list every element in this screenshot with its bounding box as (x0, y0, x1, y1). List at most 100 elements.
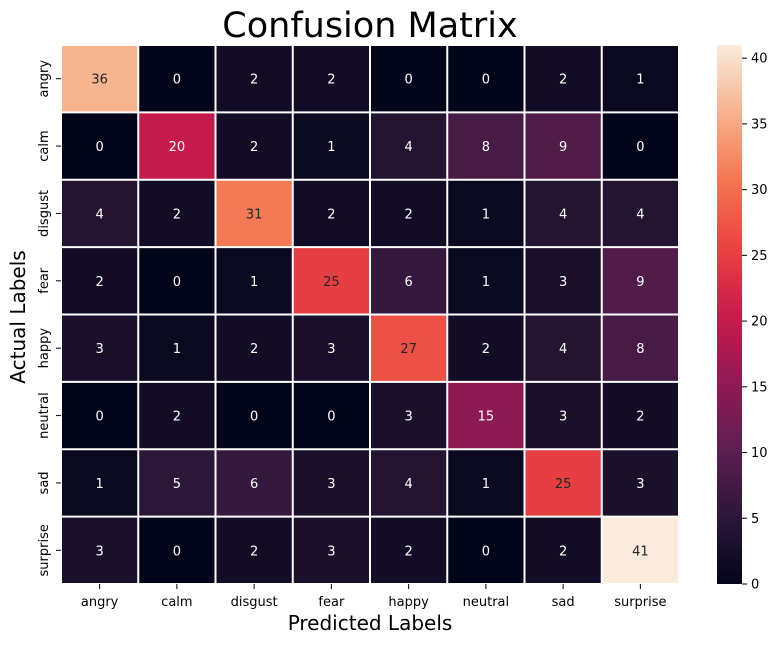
heatmap-cell (371, 46, 447, 112)
y-tick-label: fear (37, 267, 52, 294)
cell-value-label: 3 (559, 410, 567, 425)
heatmap-cell (293, 248, 369, 314)
cell-value-label: 1 (250, 275, 258, 290)
heatmap-cell (62, 450, 138, 516)
colorbar-tick-label: 30 (751, 183, 768, 198)
cell-value-label: 3 (95, 544, 103, 559)
cell-value-label: 36 (91, 73, 108, 88)
x-tick-label: neutral (463, 595, 510, 610)
heatmap-cell (216, 450, 292, 516)
heatmap-cell (139, 180, 215, 247)
cell-value-label: 8 (482, 140, 490, 155)
heatmap-cell (448, 315, 524, 381)
cell-value-label: 2 (482, 342, 490, 357)
x-tick-label: disgust (231, 595, 278, 610)
heatmap-cell (62, 46, 138, 112)
cell-value-label: 4 (95, 207, 103, 222)
heatmap-cell (525, 248, 601, 314)
x-tick-label: calm (161, 595, 192, 610)
cell-value-label: 3 (559, 275, 567, 290)
heatmap-cell (448, 517, 524, 583)
cell-value-label: 1 (482, 207, 490, 222)
heatmap-cell (216, 248, 292, 314)
heatmap-cell (602, 382, 678, 449)
heatmap-cell (62, 315, 138, 381)
cell-value-label: 0 (95, 410, 103, 425)
cell-value-label: 15 (478, 410, 495, 425)
heatmap-cell (139, 382, 215, 449)
heatmap-cell (139, 248, 215, 314)
heatmap-cells (62, 46, 678, 583)
cell-value-label: 25 (555, 477, 572, 492)
heatmap-cell (62, 382, 138, 449)
colorbar (717, 45, 742, 584)
cell-value-label: 27 (400, 342, 417, 357)
cell-value-label: 1 (95, 477, 103, 492)
colorbar-tick-label: 35 (751, 117, 768, 132)
heatmap-cell (371, 113, 447, 179)
heatmap-cell (293, 46, 369, 112)
heatmap-cell (293, 450, 369, 516)
cell-value-label: 0 (250, 410, 258, 425)
cell-value-label: 2 (327, 73, 335, 88)
cell-value-label: 2 (250, 544, 258, 559)
heatmap-cell (525, 450, 601, 516)
heatmap-cell (602, 113, 678, 179)
heatmap-cell (602, 46, 678, 112)
colorbar-tick-label: 40 (751, 52, 768, 67)
cell-value-label: 41 (632, 544, 649, 559)
heatmap-cell (216, 315, 292, 381)
heatmap-cell (216, 46, 292, 112)
x-tick-label: surprise (614, 595, 666, 610)
heatmap-cell (448, 180, 524, 247)
cell-value-label: 1 (482, 275, 490, 290)
cell-value-label: 3 (636, 477, 644, 492)
heatmap-cell (216, 180, 292, 247)
colorbar-tick-label: 20 (751, 315, 768, 330)
heatmap-cell (62, 180, 138, 247)
colorbar-tick-label: 25 (751, 249, 768, 264)
heatmap-cell (525, 517, 601, 583)
cell-value-label: 0 (173, 544, 181, 559)
heatmap-cell (293, 382, 369, 449)
heatmap-cell (139, 113, 215, 179)
y-tick-label: sad (37, 471, 52, 494)
cell-value-label: 3 (404, 410, 412, 425)
heatmap-cell (139, 517, 215, 583)
heatmap-cell (371, 450, 447, 516)
y-tick-label: calm (37, 130, 52, 161)
chart-title: Confusion Matrix (222, 6, 517, 46)
cell-value-label: 2 (250, 140, 258, 155)
cell-value-label: 0 (95, 140, 103, 155)
heatmap-cell (602, 315, 678, 381)
heatmap-cell (371, 517, 447, 583)
heatmap-cell (216, 113, 292, 179)
cell-annotations: 36 0 2 2 0 0 2 10 20 2 1 4 8 9 04 2 31 2 2 1 4 42 0 1 25 6 1 3 93 1 2 3… (91, 73, 648, 560)
colorbar-ticks: 0 5 10 15 20 25 30 35 40 (742, 52, 768, 593)
colorbar-tick-label: 15 (751, 380, 768, 395)
cell-value-label: 20 (169, 140, 186, 155)
cell-value-label: 2 (404, 207, 412, 222)
x-tick-label: fear (318, 595, 345, 610)
cell-value-label: 8 (636, 342, 644, 357)
heatmap-cell (525, 113, 601, 179)
cell-value-label: 2 (327, 207, 335, 222)
cell-value-label: 0 (404, 73, 412, 88)
heatmap-cell (448, 382, 524, 449)
heatmap-cell (448, 450, 524, 516)
heatmap-cell (371, 180, 447, 247)
y-tick-label: neutral (37, 392, 52, 439)
x-tick-labels: angry calm disgust fear happy neutral sad surpr… (81, 584, 667, 610)
cell-value-label: 0 (636, 140, 644, 155)
y-axis-label: Actual Labels (6, 250, 30, 383)
cell-value-label: 3 (327, 544, 335, 559)
heatmap-cell (371, 248, 447, 314)
cell-value-label: 25 (323, 275, 340, 290)
heatmap-cell (216, 517, 292, 583)
x-tick-label: sad (552, 595, 575, 610)
cell-value-label: 3 (327, 477, 335, 492)
cell-value-label: 0 (327, 410, 335, 425)
heatmap-cell (371, 315, 447, 381)
heatmap-cell (448, 248, 524, 314)
heatmap-cell (139, 315, 215, 381)
